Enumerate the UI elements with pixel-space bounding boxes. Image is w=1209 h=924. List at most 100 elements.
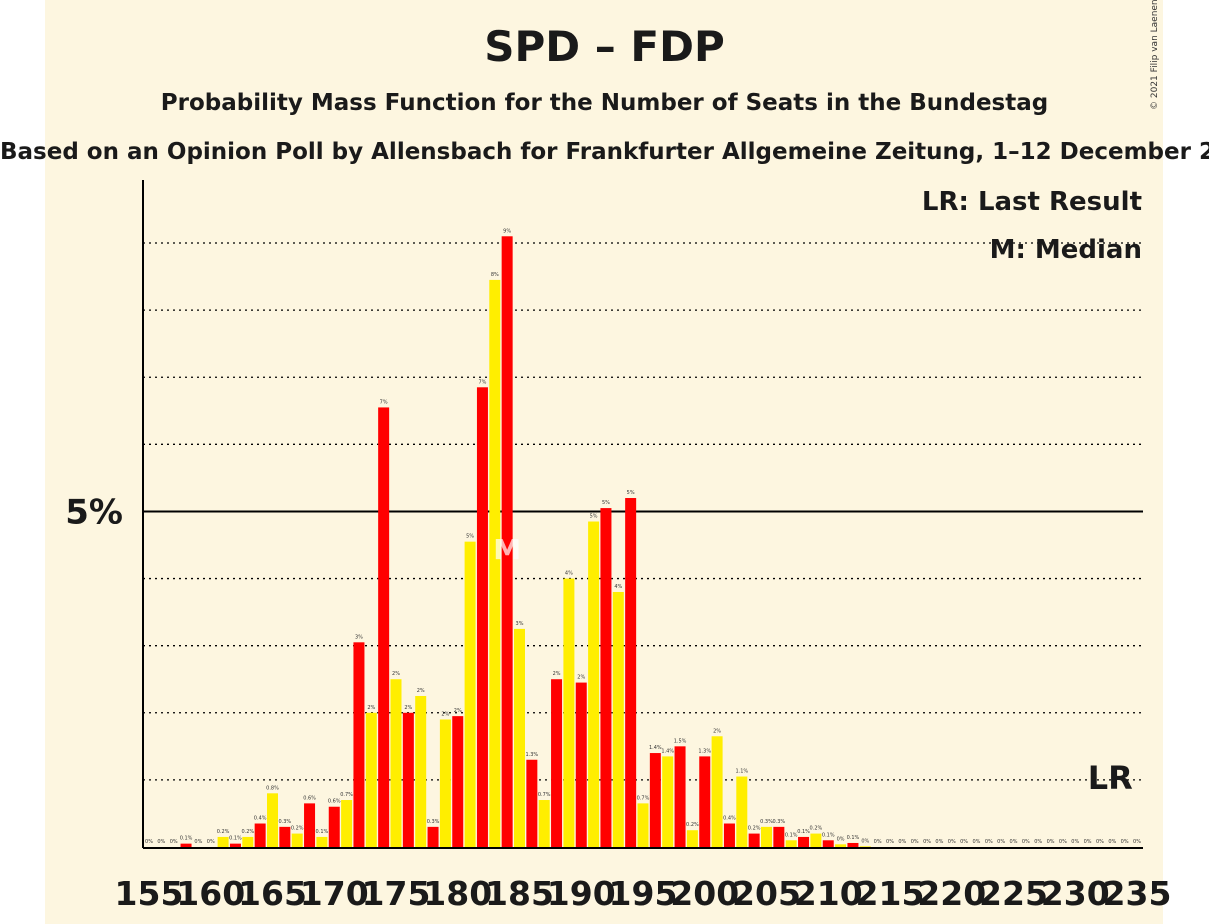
bar-value-label: 1.1%	[735, 769, 748, 775]
bar	[674, 746, 686, 847]
bar-value-label: 0%	[972, 839, 980, 845]
bar	[810, 833, 822, 847]
bar-value-label: 1.4%	[649, 745, 662, 751]
bar-value-label: 0.1%	[847, 835, 860, 841]
bar	[625, 498, 637, 847]
bar	[328, 806, 340, 847]
x-tick-label: 165	[238, 874, 307, 913]
bar-value-label: 5%	[627, 490, 635, 496]
bar-value-label: 2%	[713, 728, 721, 734]
x-tick-label: 185	[485, 874, 554, 913]
bar-value-label: 0%	[948, 839, 956, 845]
bar-value-label: 1.5%	[674, 738, 687, 744]
bar-value-label: 0.1%	[785, 832, 798, 838]
bar	[723, 823, 735, 847]
bar	[452, 716, 464, 847]
bar-value-label: 0.3%	[427, 819, 440, 825]
bar	[378, 407, 390, 847]
gridlines	[143, 242, 1143, 781]
bar-value-label: 3%	[355, 634, 363, 640]
y-tick-labels: 5%	[65, 492, 123, 532]
x-tick-label: 235	[1103, 874, 1172, 913]
bar-value-label: 2%	[417, 688, 425, 694]
bar-value-label: 0%	[1121, 839, 1129, 845]
bar	[291, 833, 303, 847]
legend-median: M: Median	[990, 235, 1142, 265]
bar-value-label: 5%	[466, 534, 474, 540]
bar	[180, 843, 192, 847]
bar	[798, 836, 810, 847]
bar-value-label: 5%	[602, 500, 610, 506]
median-marker: M	[493, 533, 521, 566]
legend-last-result: LR: Last Result	[922, 187, 1142, 217]
bar-value-label: 1.4%	[661, 748, 674, 754]
bar-value-label: 0%	[935, 839, 943, 845]
bar	[551, 679, 563, 847]
bar	[773, 826, 785, 847]
bar	[501, 236, 513, 848]
bar	[316, 836, 328, 847]
x-tick-label: 175	[362, 874, 431, 913]
bar	[835, 844, 847, 847]
x-tick-label: 195	[609, 874, 678, 913]
x-tick-label: 190	[547, 874, 616, 913]
bar	[341, 800, 353, 847]
bar	[439, 719, 451, 847]
x-tick-label: 155	[115, 874, 184, 913]
bar-value-label: 0%	[911, 839, 919, 845]
bar-value-label: 3%	[516, 621, 524, 627]
bar-value-label: 0.8%	[266, 785, 279, 791]
bar-value-label: 2%	[392, 671, 400, 677]
bar-value-label: 0.1%	[797, 829, 810, 835]
bar-value-label: 2%	[441, 711, 449, 717]
bar-value-label: 1.3%	[698, 748, 711, 754]
bar-value-label: 0.2%	[686, 822, 699, 828]
bar	[304, 803, 316, 847]
bar	[242, 836, 254, 847]
bar-value-label: 4%	[614, 584, 622, 590]
bar	[526, 759, 538, 847]
bar	[353, 642, 365, 847]
bar-value-label: 0%	[923, 839, 931, 845]
bar-value-label: 0%	[194, 839, 202, 845]
bar-value-label: 0.2%	[748, 826, 761, 832]
bar	[476, 387, 488, 847]
bar-value-label: 2%	[577, 675, 585, 681]
bar-value-label: 1.3%	[525, 752, 538, 758]
bar	[229, 843, 241, 847]
bar-value-label: 0%	[898, 839, 906, 845]
y-tick-label: 5%	[65, 492, 123, 532]
chart-title: SPD – FDP	[484, 22, 725, 71]
bar-value-label: 0.7%	[340, 792, 353, 798]
bar-value-label: 2%	[454, 708, 462, 714]
bar-value-label: 0%	[1133, 839, 1141, 845]
bar	[254, 823, 266, 847]
x-tick-label: 160	[176, 874, 245, 913]
bar-value-label: 0%	[1022, 839, 1030, 845]
bar-value-label: 0%	[985, 839, 993, 845]
bar	[748, 833, 760, 847]
chart-subtitle: Probability Mass Function for the Number…	[160, 90, 1049, 116]
bar-value-label: 8%	[491, 272, 499, 278]
bar-value-label: 0%	[874, 839, 882, 845]
bars	[180, 236, 871, 848]
bar	[736, 776, 748, 847]
bar	[822, 840, 834, 847]
bar-value-label: 0%	[1071, 839, 1079, 845]
bar	[662, 756, 674, 847]
bar-value-label: 0.1%	[316, 829, 329, 835]
bar-value-label: 0%	[1108, 839, 1116, 845]
bar	[588, 521, 600, 847]
bar	[575, 682, 587, 847]
bar	[279, 826, 291, 847]
bar	[415, 696, 427, 847]
bar-value-label: 0.1%	[229, 836, 242, 842]
bar	[427, 826, 439, 847]
bar-value-label: 0.1%	[180, 836, 193, 842]
bar-value-label: 0.1%	[822, 832, 835, 838]
bar-value-label: 0%	[1034, 839, 1042, 845]
bar-value-label: 0.7%	[538, 792, 551, 798]
bar	[538, 800, 550, 847]
x-tick-label: 230	[1041, 874, 1110, 913]
bar-value-label: 0.4%	[254, 816, 267, 822]
